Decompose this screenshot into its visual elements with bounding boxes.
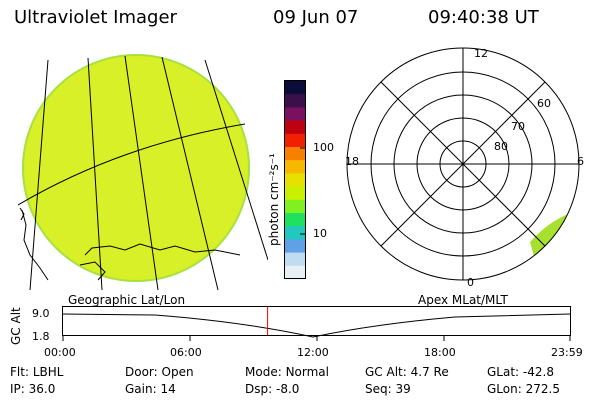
colorbar-segment (285, 252, 305, 267)
timeline-frame (62, 306, 571, 336)
colorbar-segment (285, 226, 305, 240)
status-glon: GLon: 272.5 (487, 383, 560, 395)
status-value: 39 (395, 382, 411, 396)
status-value: LBHL (32, 365, 64, 379)
polar-emission-region (530, 209, 579, 280)
lat-label-80: 80 (494, 140, 508, 153)
status-key: Door: (125, 365, 158, 379)
mlt-label-6: 6 (577, 155, 584, 168)
status-value: 14 (160, 382, 176, 396)
status-value: 4.7 Re (410, 365, 449, 379)
status-value: 36.0 (28, 382, 56, 396)
colorbar-segment (285, 133, 305, 148)
colorbar-segment (285, 186, 305, 201)
colorbar-segment (285, 107, 305, 122)
geo-image-disc (22, 54, 250, 282)
status-key: Dsp: (245, 382, 273, 396)
lat-label-70: 70 (511, 120, 525, 133)
colorbar-tick-10: 10 (313, 227, 327, 240)
status-door: Door: Open (125, 366, 194, 378)
timeline-xtick-2359: 23:59 (551, 346, 583, 359)
status-key: GC Alt: (365, 365, 407, 379)
status-key: Gain: (125, 382, 157, 396)
coastline (19, 207, 241, 281)
status-key: GLon: (487, 382, 522, 396)
timeline-ytick-top: 9.0 (32, 307, 50, 320)
mlt-label-18: 18 (345, 155, 359, 168)
mlt-label-0: 0 (467, 276, 474, 289)
colorbar-unit-label: photon cm⁻²s⁻¹ (267, 153, 281, 246)
status-value: Normal (285, 365, 329, 379)
colorbar-segment (285, 265, 305, 280)
colorbar-segment (285, 199, 305, 214)
timeline-xtick-1800: 18:00 (424, 346, 456, 359)
meridian-line (29, 59, 49, 291)
polar-diagonal (380, 81, 546, 247)
status-dsp: Dsp: -8.0 (245, 383, 299, 395)
status-mode: Mode: Normal (245, 366, 329, 378)
status-value: -42.8 (522, 365, 554, 379)
status-key: Flt: (10, 365, 29, 379)
timeline-ytick-bottom: 1.8 (32, 330, 50, 343)
status-value: -8.0 (275, 382, 300, 396)
status-filter: Flt: LBHL (10, 366, 63, 378)
instrument-title: Ultraviolet Imager (14, 7, 177, 28)
timeline-axis-label: GC Alt (9, 307, 23, 345)
colorbar-segment (285, 81, 305, 95)
status-ip: IP: 36.0 (10, 383, 55, 395)
meridian-line (87, 57, 103, 291)
timeline-xtick-0600: 06:00 (170, 346, 202, 359)
colorbar-segment (285, 213, 305, 227)
timeline-xtick-0000: 00:00 (44, 346, 76, 359)
timeline-right-caption: Apex MLat/MLT (418, 293, 508, 307)
meridian-line (161, 56, 219, 291)
status-gain: Gain: 14 (125, 383, 176, 395)
colorbar-frame (284, 80, 306, 279)
colorbar-segment (285, 147, 305, 161)
meridian-line (124, 55, 159, 291)
gc-altitude-curve (62, 313, 571, 338)
colorbar (284, 80, 306, 280)
colorbar-segment (285, 160, 305, 174)
status-glat: GLat: -42.8 (487, 366, 554, 378)
status-gc-alt: GC Alt: 4.7 Re (365, 366, 449, 378)
status-value: 272.5 (525, 382, 560, 396)
colorbar-segment (285, 94, 305, 108)
status-key: IP: (10, 382, 25, 396)
colorbar-tick-100: 100 (313, 141, 334, 154)
colorbar-segment (285, 239, 305, 254)
colorbar-segment (285, 173, 305, 188)
status-key: Mode: (245, 365, 282, 379)
status-key: Seq: (365, 382, 392, 396)
mlt-label-12: 12 (474, 47, 488, 60)
time-label: 09:40:38 UT (428, 7, 539, 28)
lat-label-60: 60 (537, 97, 551, 110)
colorbar-segment (285, 120, 305, 135)
status-value: Open (161, 365, 194, 379)
timeline-left-caption: Geographic Lat/Lon (68, 293, 186, 307)
timeline-plot (62, 306, 571, 341)
status-seq: Seq: 39 (365, 383, 411, 395)
meridian-line (204, 59, 268, 261)
date-label: 09 Jun 07 (273, 7, 359, 28)
timeline-xtick-1200: 12:00 (297, 346, 329, 359)
parallel-line (18, 123, 246, 206)
polar-plot (346, 47, 580, 281)
status-key: GLat: (487, 365, 520, 379)
